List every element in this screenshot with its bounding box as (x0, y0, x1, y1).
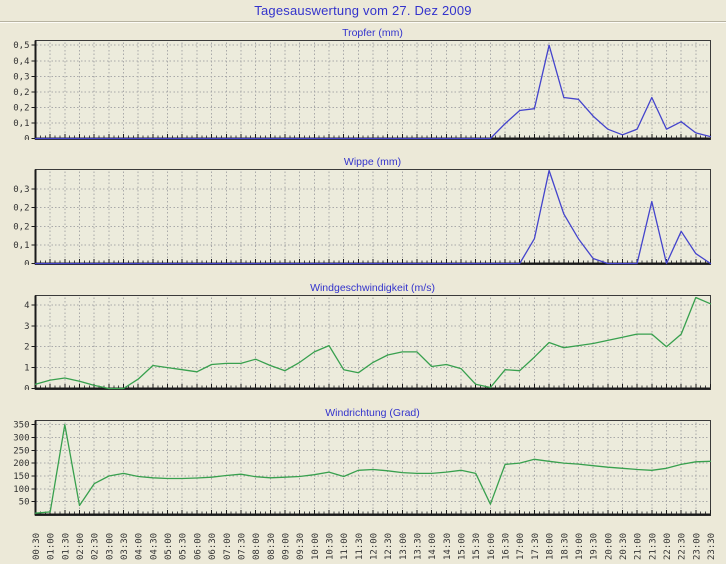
svg-text:06:00: 06:00 (193, 533, 203, 560)
svg-text:07:00: 07:00 (223, 533, 233, 560)
svg-text:09:00: 09:00 (282, 533, 292, 560)
page-title: Tagesauswertung vom 27. Dez 2009 (254, 3, 472, 18)
svg-text:04:30: 04:30 (149, 533, 159, 560)
svg-text:20:00: 20:00 (604, 533, 614, 560)
svg-text:1: 1 (24, 364, 29, 374)
svg-text:21:00: 21:00 (634, 533, 644, 560)
svg-text:11:30: 11:30 (355, 533, 365, 560)
svg-text:10:00: 10:00 (311, 533, 321, 560)
chart-windgeschwindigkeit: 4 3 2 1 0 (24, 295, 712, 391)
chart-title-wippe: Wippe (mm) (343, 156, 402, 168)
svg-text:0,3: 0,3 (13, 72, 29, 82)
svg-text:13:00: 13:00 (399, 533, 409, 560)
svg-text:03:00: 03:00 (105, 533, 115, 560)
svg-text:22:30: 22:30 (678, 533, 688, 560)
svg-text:0,4: 0,4 (13, 57, 29, 67)
svg-text:100: 100 (13, 485, 29, 495)
svg-text:16:30: 16:30 (502, 533, 512, 560)
svg-text:4: 4 (24, 301, 29, 311)
charts-area: Tropfer (mm) 0,5 0,4 0,3 0,2 0,2 0,1 0 Wippe (… (0, 27, 726, 562)
svg-text:0,1: 0,1 (13, 119, 29, 129)
svg-text:21:30: 21:30 (648, 533, 658, 560)
svg-text:17:30: 17:30 (531, 533, 541, 560)
svg-text:00:30: 00:30 (32, 533, 42, 560)
svg-text:05:30: 05:30 (179, 533, 189, 560)
svg-text:18:30: 18:30 (560, 533, 570, 560)
svg-text:0,2: 0,2 (13, 222, 29, 232)
chart-tropfer: 0,5 0,4 0,3 0,2 0,2 0,1 0 (13, 40, 712, 141)
svg-text:23:00: 23:00 (692, 533, 702, 560)
svg-text:2: 2 (24, 343, 29, 353)
svg-text:18:00: 18:00 (546, 533, 556, 560)
svg-text:150: 150 (13, 472, 29, 482)
time-axis-labels: 00:30 01:00 01:30 02:00 02:30 03:00 03:30 04:00… (32, 533, 717, 560)
svg-text:0: 0 (24, 385, 29, 391)
svg-text:19:30: 19:30 (590, 533, 600, 560)
svg-text:0,2: 0,2 (13, 88, 29, 98)
svg-text:22:00: 22:00 (663, 533, 673, 560)
svg-text:08:00: 08:00 (252, 533, 262, 560)
svg-text:200: 200 (13, 459, 29, 469)
svg-text:0: 0 (24, 135, 29, 141)
chart-title-windrichtung: Windrichtung (Grad) (325, 407, 420, 419)
chart-title-tropfer: Tropfer (mm) (342, 27, 403, 39)
svg-text:01:00: 01:00 (47, 533, 57, 560)
svg-text:17:00: 17:00 (516, 533, 526, 560)
svg-text:04:00: 04:00 (135, 533, 145, 560)
svg-text:250: 250 (13, 446, 29, 456)
chart-title-windgeschwindigkeit: Windgeschwindigkeit (m/s) (310, 282, 435, 294)
svg-text:15:00: 15:00 (458, 533, 468, 560)
svg-text:16:00: 16:00 (487, 533, 497, 560)
svg-text:13:30: 13:30 (414, 533, 424, 560)
svg-text:09:30: 09:30 (296, 533, 306, 560)
svg-text:19:00: 19:00 (575, 533, 585, 560)
svg-text:350: 350 (13, 421, 29, 431)
svg-text:02:00: 02:00 (76, 533, 86, 560)
svg-text:0: 0 (24, 260, 29, 266)
svg-text:14:30: 14:30 (443, 533, 453, 560)
svg-text:02:30: 02:30 (91, 533, 101, 560)
svg-text:15:30: 15:30 (472, 533, 482, 560)
svg-text:08:30: 08:30 (267, 533, 277, 560)
svg-text:06:30: 06:30 (208, 533, 218, 560)
report-header: Tagesauswertung vom 27. Dez 2009 (0, 0, 726, 22)
svg-text:01:30: 01:30 (61, 533, 71, 560)
svg-text:3: 3 (24, 322, 29, 332)
svg-text:07:30: 07:30 (237, 533, 247, 560)
svg-text:03:30: 03:30 (120, 533, 130, 560)
svg-text:0,1: 0,1 (13, 241, 29, 251)
svg-text:10:30: 10:30 (326, 533, 336, 560)
svg-text:12:00: 12:00 (370, 533, 380, 560)
svg-text:0,2: 0,2 (13, 103, 29, 113)
svg-text:14:00: 14:00 (428, 533, 438, 560)
svg-text:12:30: 12:30 (384, 533, 394, 560)
svg-text:23:30: 23:30 (707, 533, 717, 560)
svg-text:0,5: 0,5 (13, 41, 29, 51)
svg-text:05:00: 05:00 (164, 533, 174, 560)
chart-wippe: 0,3 0,2 0,2 0,1 0 (13, 169, 712, 266)
svg-text:300: 300 (13, 433, 29, 443)
svg-text:0,2: 0,2 (13, 204, 29, 214)
chart-windrichtung: 350 300 250 200 150 100 50 (13, 420, 712, 516)
svg-text:50: 50 (19, 498, 30, 508)
svg-text:11:00: 11:00 (340, 533, 350, 560)
svg-text:0,3: 0,3 (13, 185, 29, 195)
svg-text:20:30: 20:30 (619, 533, 629, 560)
